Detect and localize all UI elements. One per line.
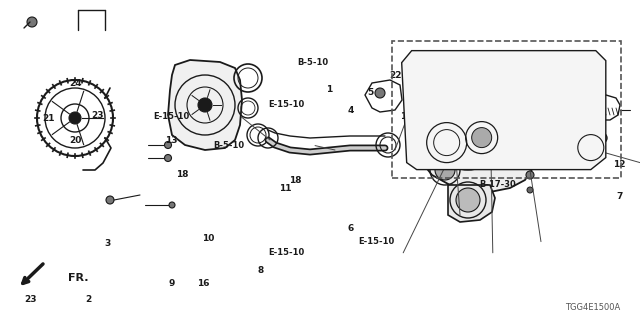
Polygon shape xyxy=(448,185,495,222)
Circle shape xyxy=(472,128,492,148)
Text: 9: 9 xyxy=(168,279,175,288)
Circle shape xyxy=(27,17,37,27)
Text: E-15-10: E-15-10 xyxy=(269,100,305,108)
Text: E-15-10: E-15-10 xyxy=(154,112,189,121)
Text: 21: 21 xyxy=(408,90,421,99)
Bar xyxy=(392,41,621,178)
Circle shape xyxy=(69,112,81,124)
Text: 7: 7 xyxy=(616,192,623,201)
Text: 20: 20 xyxy=(69,136,82,145)
Text: 23: 23 xyxy=(24,295,37,304)
Text: 17: 17 xyxy=(562,149,575,158)
Text: 8: 8 xyxy=(258,266,264,275)
Polygon shape xyxy=(415,83,538,192)
Polygon shape xyxy=(168,60,242,150)
Circle shape xyxy=(435,160,455,180)
Circle shape xyxy=(164,155,172,162)
Circle shape xyxy=(106,196,114,204)
Text: 19: 19 xyxy=(400,112,413,121)
Text: E-15-10: E-15-10 xyxy=(269,248,305,257)
Circle shape xyxy=(164,141,172,148)
Circle shape xyxy=(198,98,212,112)
Text: 13: 13 xyxy=(165,136,178,145)
Circle shape xyxy=(597,133,607,143)
Text: B-5-10: B-5-10 xyxy=(297,58,328,67)
Text: 14: 14 xyxy=(413,68,426,77)
Circle shape xyxy=(527,187,533,193)
Text: 25: 25 xyxy=(522,114,534,123)
Text: 1: 1 xyxy=(326,85,333,94)
Text: 18: 18 xyxy=(176,170,189,179)
Text: FR.: FR. xyxy=(68,273,88,283)
Circle shape xyxy=(169,202,175,208)
Text: 24: 24 xyxy=(69,79,82,88)
Text: 22: 22 xyxy=(389,71,402,80)
Polygon shape xyxy=(402,51,606,170)
Text: B-17-30: B-17-30 xyxy=(479,180,516,188)
Text: TGG4E1500A: TGG4E1500A xyxy=(564,303,620,312)
Text: 23: 23 xyxy=(91,111,104,120)
Text: 16: 16 xyxy=(197,279,210,288)
Circle shape xyxy=(526,171,534,179)
Circle shape xyxy=(456,188,480,212)
Text: 5: 5 xyxy=(367,88,373,97)
Text: 18: 18 xyxy=(289,176,302,185)
Text: 11: 11 xyxy=(278,184,291,193)
Text: 2: 2 xyxy=(85,295,92,304)
Text: 21: 21 xyxy=(42,114,55,123)
Text: B-5-10: B-5-10 xyxy=(214,141,244,150)
Text: E-15-10: E-15-10 xyxy=(358,237,394,246)
Circle shape xyxy=(375,88,385,98)
Text: 12: 12 xyxy=(613,160,626,169)
Circle shape xyxy=(458,125,478,145)
Text: 10: 10 xyxy=(202,234,214,243)
Text: 6: 6 xyxy=(348,224,354,233)
Text: 3: 3 xyxy=(104,239,111,248)
Text: 4: 4 xyxy=(348,106,354,115)
Text: 15: 15 xyxy=(440,163,453,172)
